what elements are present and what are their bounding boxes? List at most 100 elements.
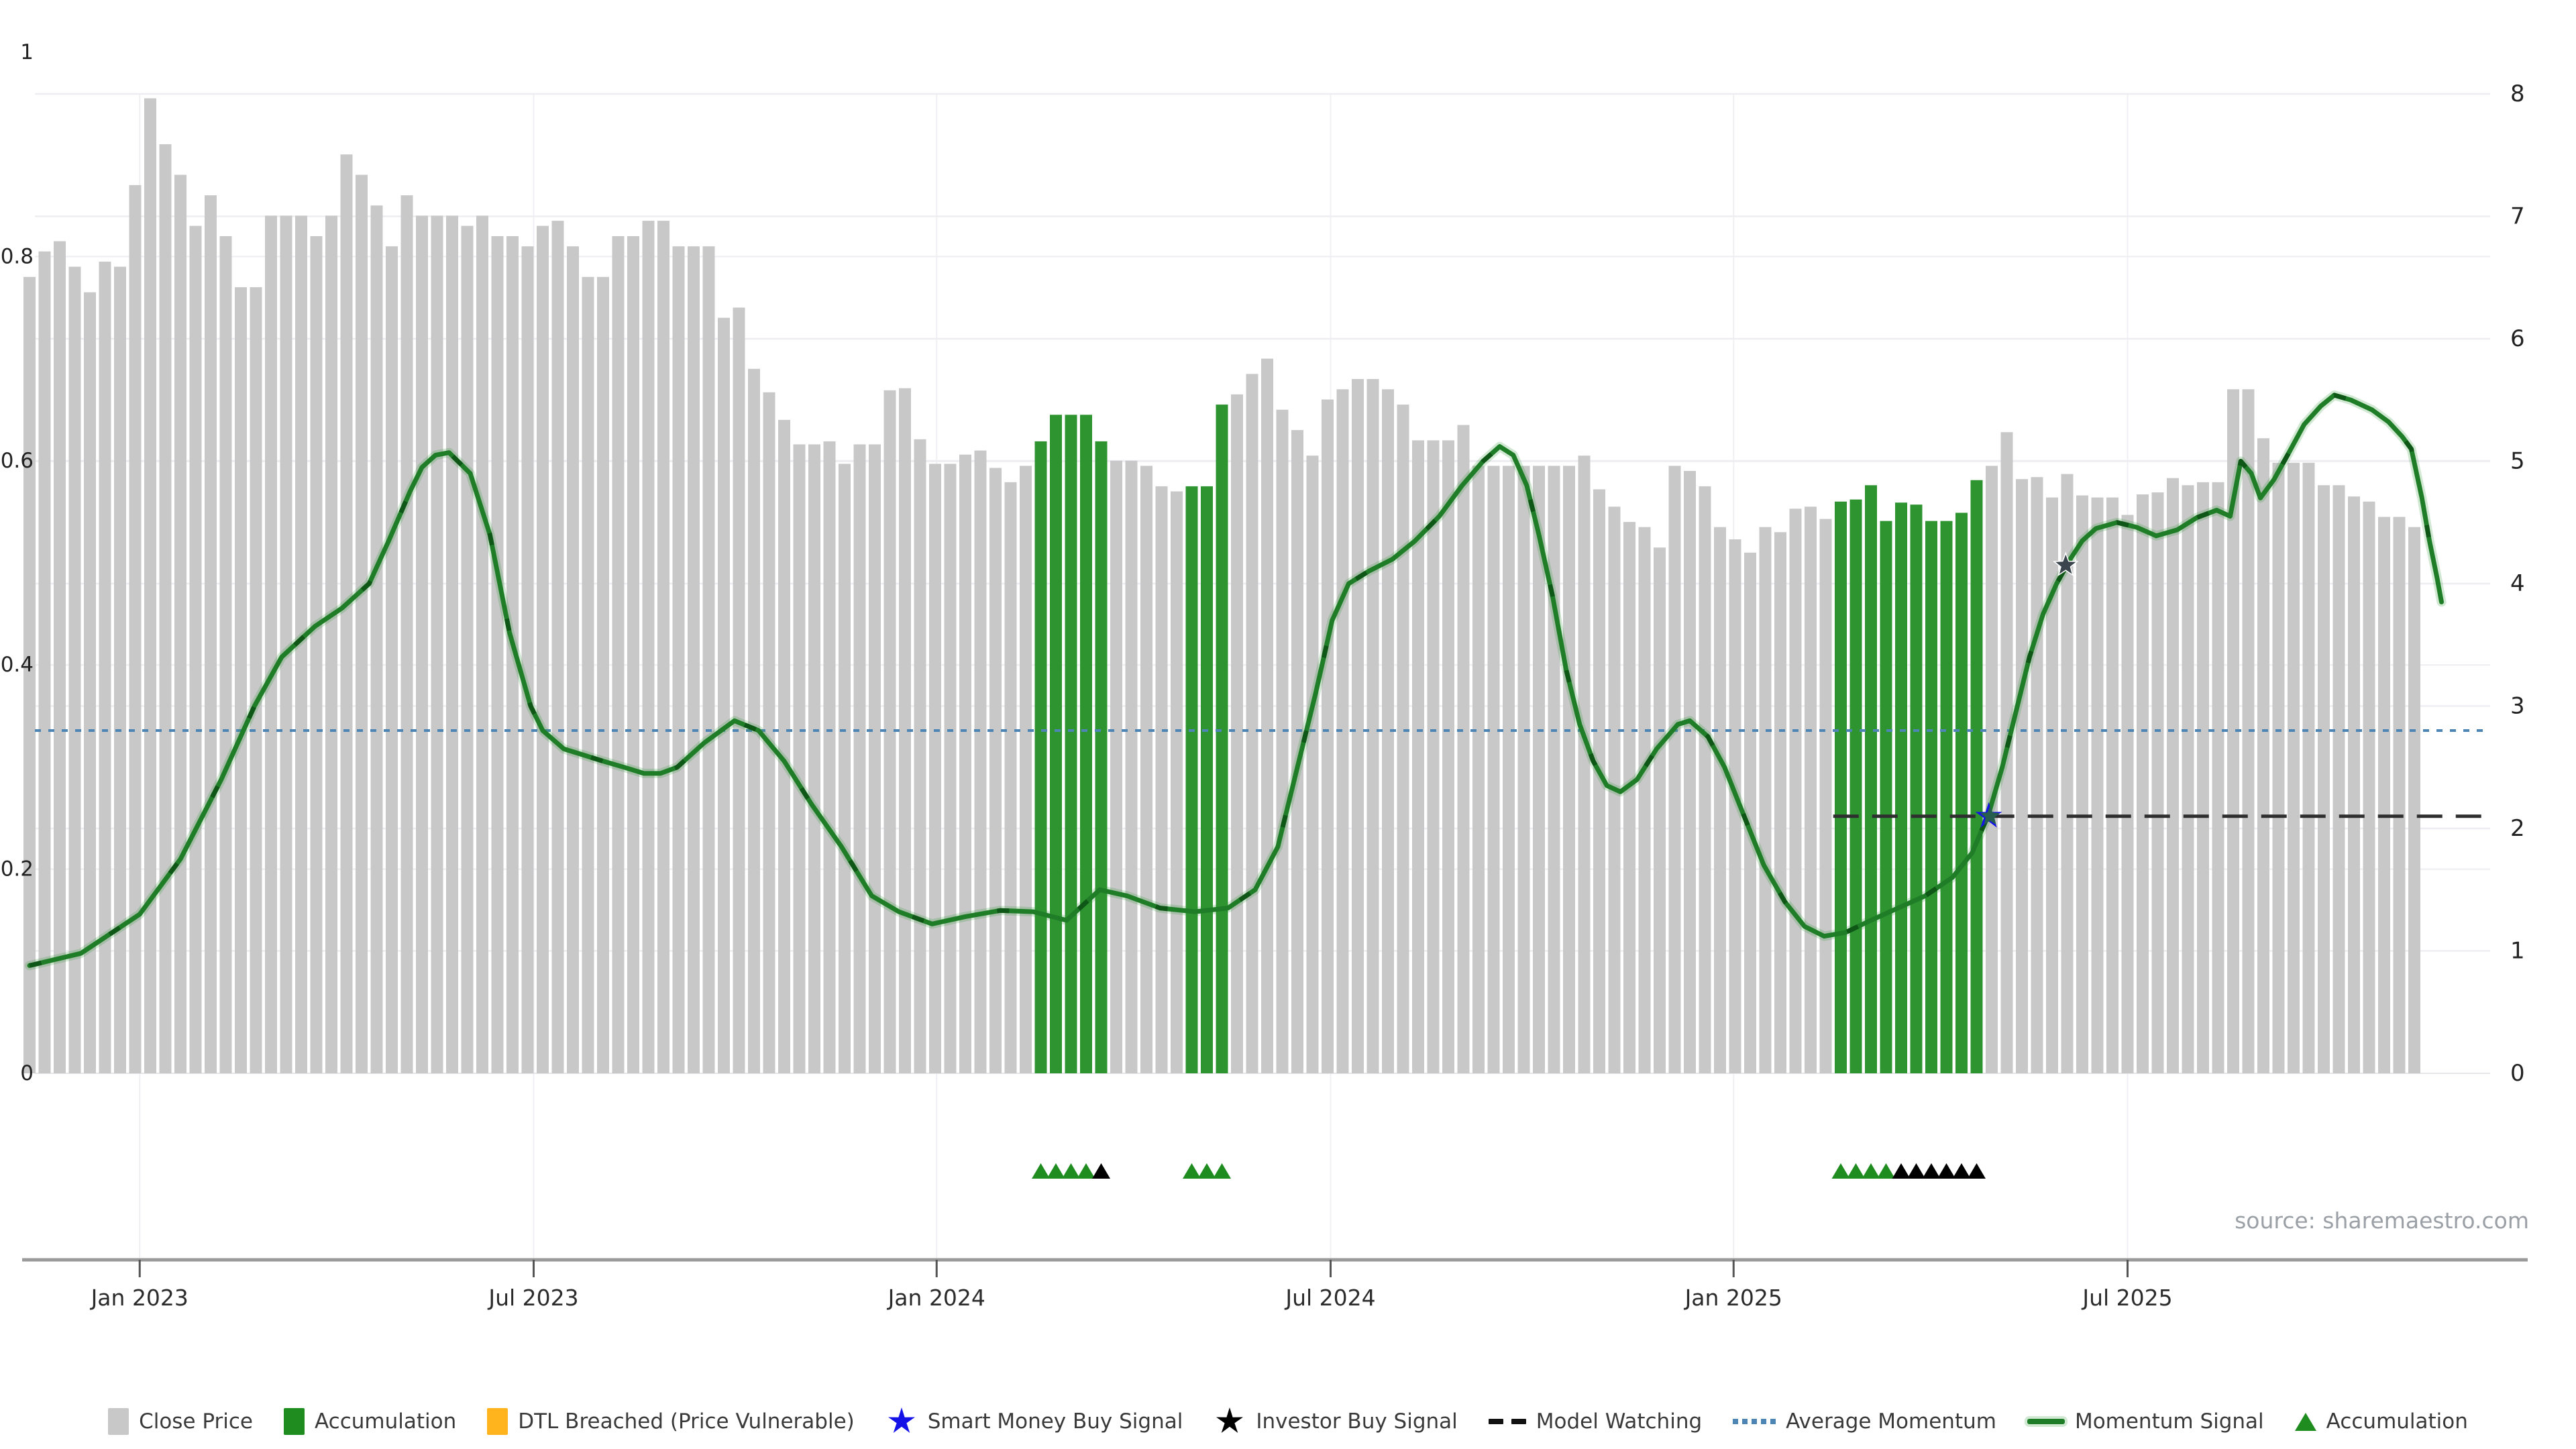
close-price-bar: [823, 441, 836, 1073]
close-price-bar: [174, 174, 186, 1074]
close-price-bar: [1487, 466, 1500, 1073]
accumulation-marker-triangle: [1847, 1163, 1865, 1179]
accumulation-marker-triangle: [1092, 1163, 1110, 1179]
close-price-bar: [2182, 485, 2194, 1073]
close-price-bar: [2197, 482, 2209, 1073]
accumulation-bar: [1201, 486, 1213, 1073]
close-price-bar: [1548, 466, 1560, 1073]
close-price-bar: [1322, 399, 1334, 1073]
close-price-bar: [295, 215, 307, 1073]
close-price-bar: [23, 276, 36, 1073]
close-price-bar: [1729, 539, 1741, 1073]
legend-item-investor-buy-signal[interactable]: Investor Buy Signal: [1214, 1404, 1458, 1439]
legend-item-close-price[interactable]: Close Price: [108, 1408, 253, 1435]
close-price-legend-square-icon: [108, 1408, 129, 1435]
accumulation-bar: [1835, 501, 1847, 1073]
close-price-bar: [763, 392, 775, 1073]
close-price-bar: [114, 266, 126, 1074]
close-price-bar: [129, 184, 142, 1073]
close-price-bar: [778, 419, 790, 1073]
close-price-bar: [280, 215, 292, 1073]
legend-item-accumulation[interactable]: Accumulation: [284, 1408, 456, 1435]
close-price-bar: [310, 236, 323, 1073]
close-price-bar: [2378, 517, 2390, 1073]
close-price-bar: [1306, 455, 1319, 1073]
close-price-bar: [914, 439, 926, 1073]
close-price-bar: [2121, 515, 2134, 1073]
legend-item-smart-money-buy-signal[interactable]: Smart Money Buy Signal: [885, 1404, 1183, 1439]
close-price-bar: [2408, 527, 2420, 1073]
close-price-bar: [1668, 466, 1681, 1073]
legend-item-accumulation[interactable]: Accumulation: [2294, 1409, 2468, 1434]
close-price-bar: [99, 262, 111, 1073]
close-price-bar: [2272, 462, 2285, 1073]
close-price-bar: [356, 174, 368, 1074]
close-price-bar: [853, 444, 866, 1073]
close-price-bar: [702, 246, 715, 1074]
close-price-bar: [612, 236, 625, 1073]
left-axis-tick-label: 0.8: [1, 244, 34, 268]
close-price-bar: [1276, 409, 1289, 1073]
close-price-bar: [748, 368, 760, 1073]
accumulation-bar: [1865, 485, 1877, 1073]
legend-label: Accumulation: [2326, 1409, 2468, 1434]
close-price-bar: [1654, 547, 1666, 1073]
close-price-bar: [2332, 485, 2345, 1073]
accumulation-bar: [1970, 480, 1983, 1073]
close-price-bar: [642, 221, 655, 1074]
close-price-bar: [551, 221, 564, 1074]
close-price-bar: [1986, 466, 1998, 1073]
close-price-bar: [718, 317, 730, 1074]
accumulation-marker-triangle: [1831, 1163, 1850, 1179]
momentum-signal-legend-line-icon: [2027, 1419, 2065, 1424]
right-axis-tick-label: 8: [2510, 80, 2525, 107]
close-price-bar: [944, 464, 957, 1073]
accumulation-marker-triangle: [1922, 1163, 1941, 1179]
close-price-bar: [1155, 486, 1168, 1073]
accumulation-bar: [1940, 521, 1953, 1073]
close-price-bar: [250, 287, 262, 1074]
close-price-bar: [1110, 460, 1122, 1073]
accumulation-legend-square-icon: [284, 1408, 305, 1435]
close-price-bar: [2242, 389, 2255, 1073]
accumulation-marker-triangle: [1892, 1163, 1911, 1179]
smart-money-overlay-star: [1980, 806, 2000, 825]
legend-label: Momentum Signal: [2074, 1409, 2264, 1434]
legend-item-model-watching[interactable]: Model Watching: [1488, 1411, 1702, 1432]
close-price-bar: [189, 225, 202, 1074]
left-axis-tick-label: 0: [20, 1061, 34, 1085]
close-price-bar: [2151, 492, 2164, 1073]
close-price-bar: [1533, 466, 1545, 1073]
close-price-bar: [808, 444, 820, 1073]
close-price-bar: [2302, 462, 2315, 1073]
accumulation-marker-triangle: [1032, 1163, 1050, 1179]
close-price-bar: [1593, 489, 1605, 1073]
close-price-bar: [2363, 501, 2375, 1073]
accumulation-marker-triangle: [1968, 1163, 1986, 1179]
close-price-bar: [1336, 389, 1349, 1073]
right-axis-tick-label: 5: [2510, 448, 2525, 475]
accumulation-bar: [1034, 441, 1047, 1073]
close-price-bar: [672, 246, 685, 1074]
close-price-bar: [1125, 460, 1138, 1073]
legend-label: DTL Breached (Price Vulnerable): [518, 1409, 855, 1434]
accumulation-bar: [1095, 441, 1108, 1073]
close-price-bar: [1140, 466, 1152, 1073]
x-axis-tick-label: Jul 2024: [1284, 1285, 1375, 1311]
close-price-bar: [959, 454, 971, 1073]
close-price-bar: [205, 195, 217, 1074]
legend-label: Close Price: [139, 1409, 254, 1434]
close-price-bar: [1805, 506, 1817, 1073]
legend-item-average-momentum[interactable]: Average Momentum: [1733, 1411, 1996, 1432]
close-price-bar: [1397, 405, 1409, 1073]
legend-label: Accumulation: [315, 1409, 457, 1434]
close-price-bar: [1171, 491, 1183, 1073]
legend-item-dtl-breached-price-vulnerable[interactable]: DTL Breached (Price Vulnerable): [487, 1408, 855, 1435]
close-price-bar: [2393, 517, 2406, 1073]
close-price-bar: [899, 388, 911, 1073]
accumulation-marker-triangle: [1062, 1163, 1080, 1179]
close-price-bar: [265, 215, 277, 1073]
legend-item-momentum-signal[interactable]: Momentum Signal: [2027, 1411, 2264, 1432]
